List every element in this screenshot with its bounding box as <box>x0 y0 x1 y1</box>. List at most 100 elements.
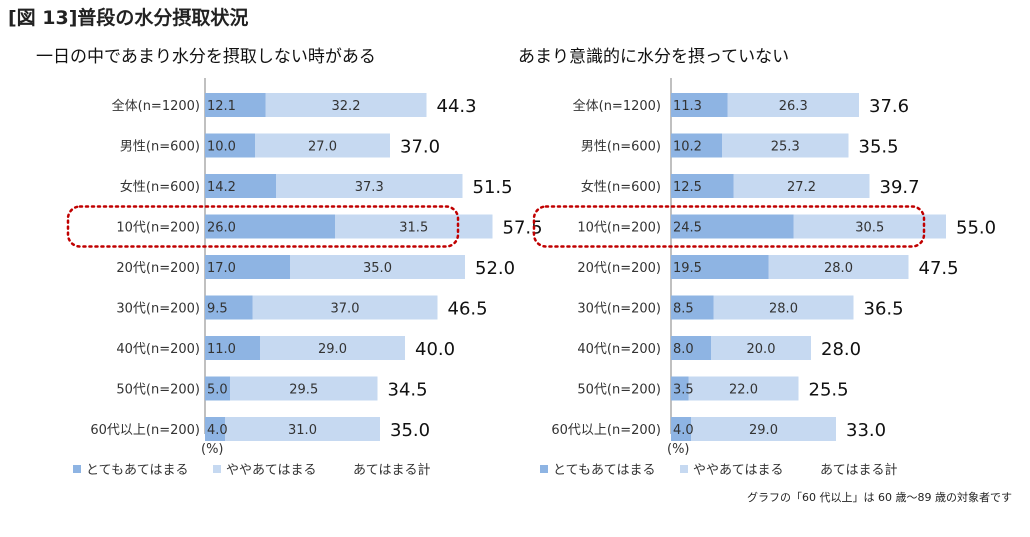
bar-label-moderate: 26.3 <box>779 99 808 114</box>
category-label: 10代(n=200) <box>116 221 200 236</box>
highlight-outline <box>532 205 926 248</box>
total-label: 39.7 <box>880 177 920 198</box>
bar-label-strong: 4.0 <box>673 423 694 438</box>
bar-label-strong: 5.0 <box>207 383 228 398</box>
category-label: 20代(n=200) <box>116 261 200 276</box>
bar-label-moderate: 27.2 <box>787 180 816 195</box>
bar-label-moderate: 32.2 <box>332 99 361 114</box>
bar-label-strong: 11.3 <box>673 99 702 114</box>
bar-label-strong: 10.2 <box>673 140 702 155</box>
bar-strong <box>671 417 691 441</box>
bar-moderate <box>727 93 859 117</box>
bar-label-strong: 11.0 <box>207 342 236 357</box>
bar-label-moderate: 27.0 <box>308 140 337 155</box>
bar-label-moderate: 25.3 <box>771 140 800 155</box>
footnote: グラフの「60 代以上」は 60 歳～89 歳の対象者です <box>747 491 1012 504</box>
bar-strong <box>205 295 253 320</box>
bar-moderate <box>688 376 799 401</box>
bar-label-moderate: 29.0 <box>749 423 778 438</box>
legend-label-moderate: ややあてはまる <box>226 463 316 478</box>
bar-label-strong: 8.5 <box>673 302 694 317</box>
bar-moderate <box>768 255 909 279</box>
bar-label-strong: 4.0 <box>207 423 228 438</box>
total-label: 35.0 <box>390 420 430 441</box>
bar-label-strong: 19.5 <box>673 261 702 276</box>
total-label: 37.0 <box>400 137 440 158</box>
category-label: 女性(n=600) <box>581 179 661 195</box>
bar-moderate <box>260 336 405 360</box>
bar-moderate <box>733 174 870 198</box>
bar-label-moderate: 29.0 <box>318 342 347 357</box>
bar-label-moderate: 22.0 <box>729 383 758 398</box>
category-label: 30代(n=200) <box>577 302 661 317</box>
bar-moderate <box>225 417 380 441</box>
bar-moderate <box>711 336 811 360</box>
chart-title: あまり意識的に水分を摂っていない <box>518 47 789 67</box>
legend-label-moderate: ややあてはまる <box>693 463 783 478</box>
figure-title: [図 13]普段の水分摂取状況 <box>8 7 249 29</box>
bar-label-strong: 24.5 <box>673 221 702 236</box>
bar-label-strong: 26.0 <box>207 221 236 236</box>
bar-strong <box>671 255 769 279</box>
bar-moderate <box>722 133 849 158</box>
bar-strong <box>205 417 225 441</box>
bar-strong <box>205 336 260 360</box>
bar-moderate <box>230 376 378 401</box>
bar-moderate <box>335 214 493 239</box>
category-label: 全体(n=1200) <box>112 98 200 114</box>
total-label: 52.0 <box>475 258 515 279</box>
bar-moderate <box>691 417 836 441</box>
bar-strong <box>671 295 714 320</box>
bar-label-moderate: 28.0 <box>824 261 853 276</box>
category-label: 60代以上(n=200) <box>90 423 200 438</box>
total-label: 57.5 <box>503 218 543 239</box>
bar-label-moderate: 28.0 <box>769 302 798 317</box>
total-label: 47.5 <box>919 258 959 279</box>
category-label: 40代(n=200) <box>116 342 200 357</box>
category-label: 全体(n=1200) <box>573 98 661 114</box>
bar-label-moderate: 31.5 <box>399 221 428 236</box>
bar-label-strong: 8.0 <box>673 342 694 357</box>
legend-label-strong: とてもあてはまる <box>553 463 655 478</box>
bar-strong <box>205 174 276 198</box>
category-label: 男性(n=600) <box>120 140 200 155</box>
bar-strong <box>205 93 266 117</box>
bar-label-strong: 12.1 <box>207 99 236 114</box>
bar-label-moderate: 31.0 <box>288 423 317 438</box>
legend-label-total: あてはまる計 <box>353 462 430 478</box>
category-label: 女性(n=600) <box>120 179 200 195</box>
legend-label-total: あてはまる計 <box>820 462 897 478</box>
bar-label-strong: 17.0 <box>207 261 236 276</box>
bar-strong <box>671 93 728 117</box>
total-label: 37.6 <box>869 96 909 117</box>
bar-strong <box>671 133 722 158</box>
bar-label-moderate: 35.0 <box>363 261 392 276</box>
bar-moderate <box>793 214 946 239</box>
bar-strong <box>205 214 335 239</box>
bar-strong <box>671 214 794 239</box>
category-label: 50代(n=200) <box>577 383 661 398</box>
bar-label-strong: 10.0 <box>207 140 236 155</box>
highlight-outline <box>66 205 460 248</box>
category-label: 男性(n=600) <box>581 140 661 155</box>
bar-label-strong: 12.5 <box>673 180 702 195</box>
total-label: 55.0 <box>956 218 996 239</box>
bar-strong <box>671 336 711 360</box>
bar-label-moderate: 37.0 <box>331 302 360 317</box>
total-label: 44.3 <box>437 96 477 117</box>
total-label: 35.5 <box>859 137 899 158</box>
bar-moderate <box>290 255 465 279</box>
total-label: 33.0 <box>846 420 886 441</box>
total-label: 40.0 <box>415 339 455 360</box>
bar-strong <box>205 133 255 158</box>
total-label: 36.5 <box>864 299 904 320</box>
legend-swatch-moderate <box>680 465 688 473</box>
category-label: 40代(n=200) <box>577 342 661 357</box>
bar-moderate <box>265 93 427 117</box>
legend-swatch-strong <box>540 465 548 473</box>
bar-label-moderate: 29.5 <box>289 383 318 398</box>
legend-label-strong: とてもあてはまる <box>86 463 188 478</box>
bar-moderate <box>255 133 390 158</box>
bar-moderate <box>713 295 854 320</box>
chart-title: 一日の中であまり水分を摂取しない時がある <box>36 47 376 67</box>
